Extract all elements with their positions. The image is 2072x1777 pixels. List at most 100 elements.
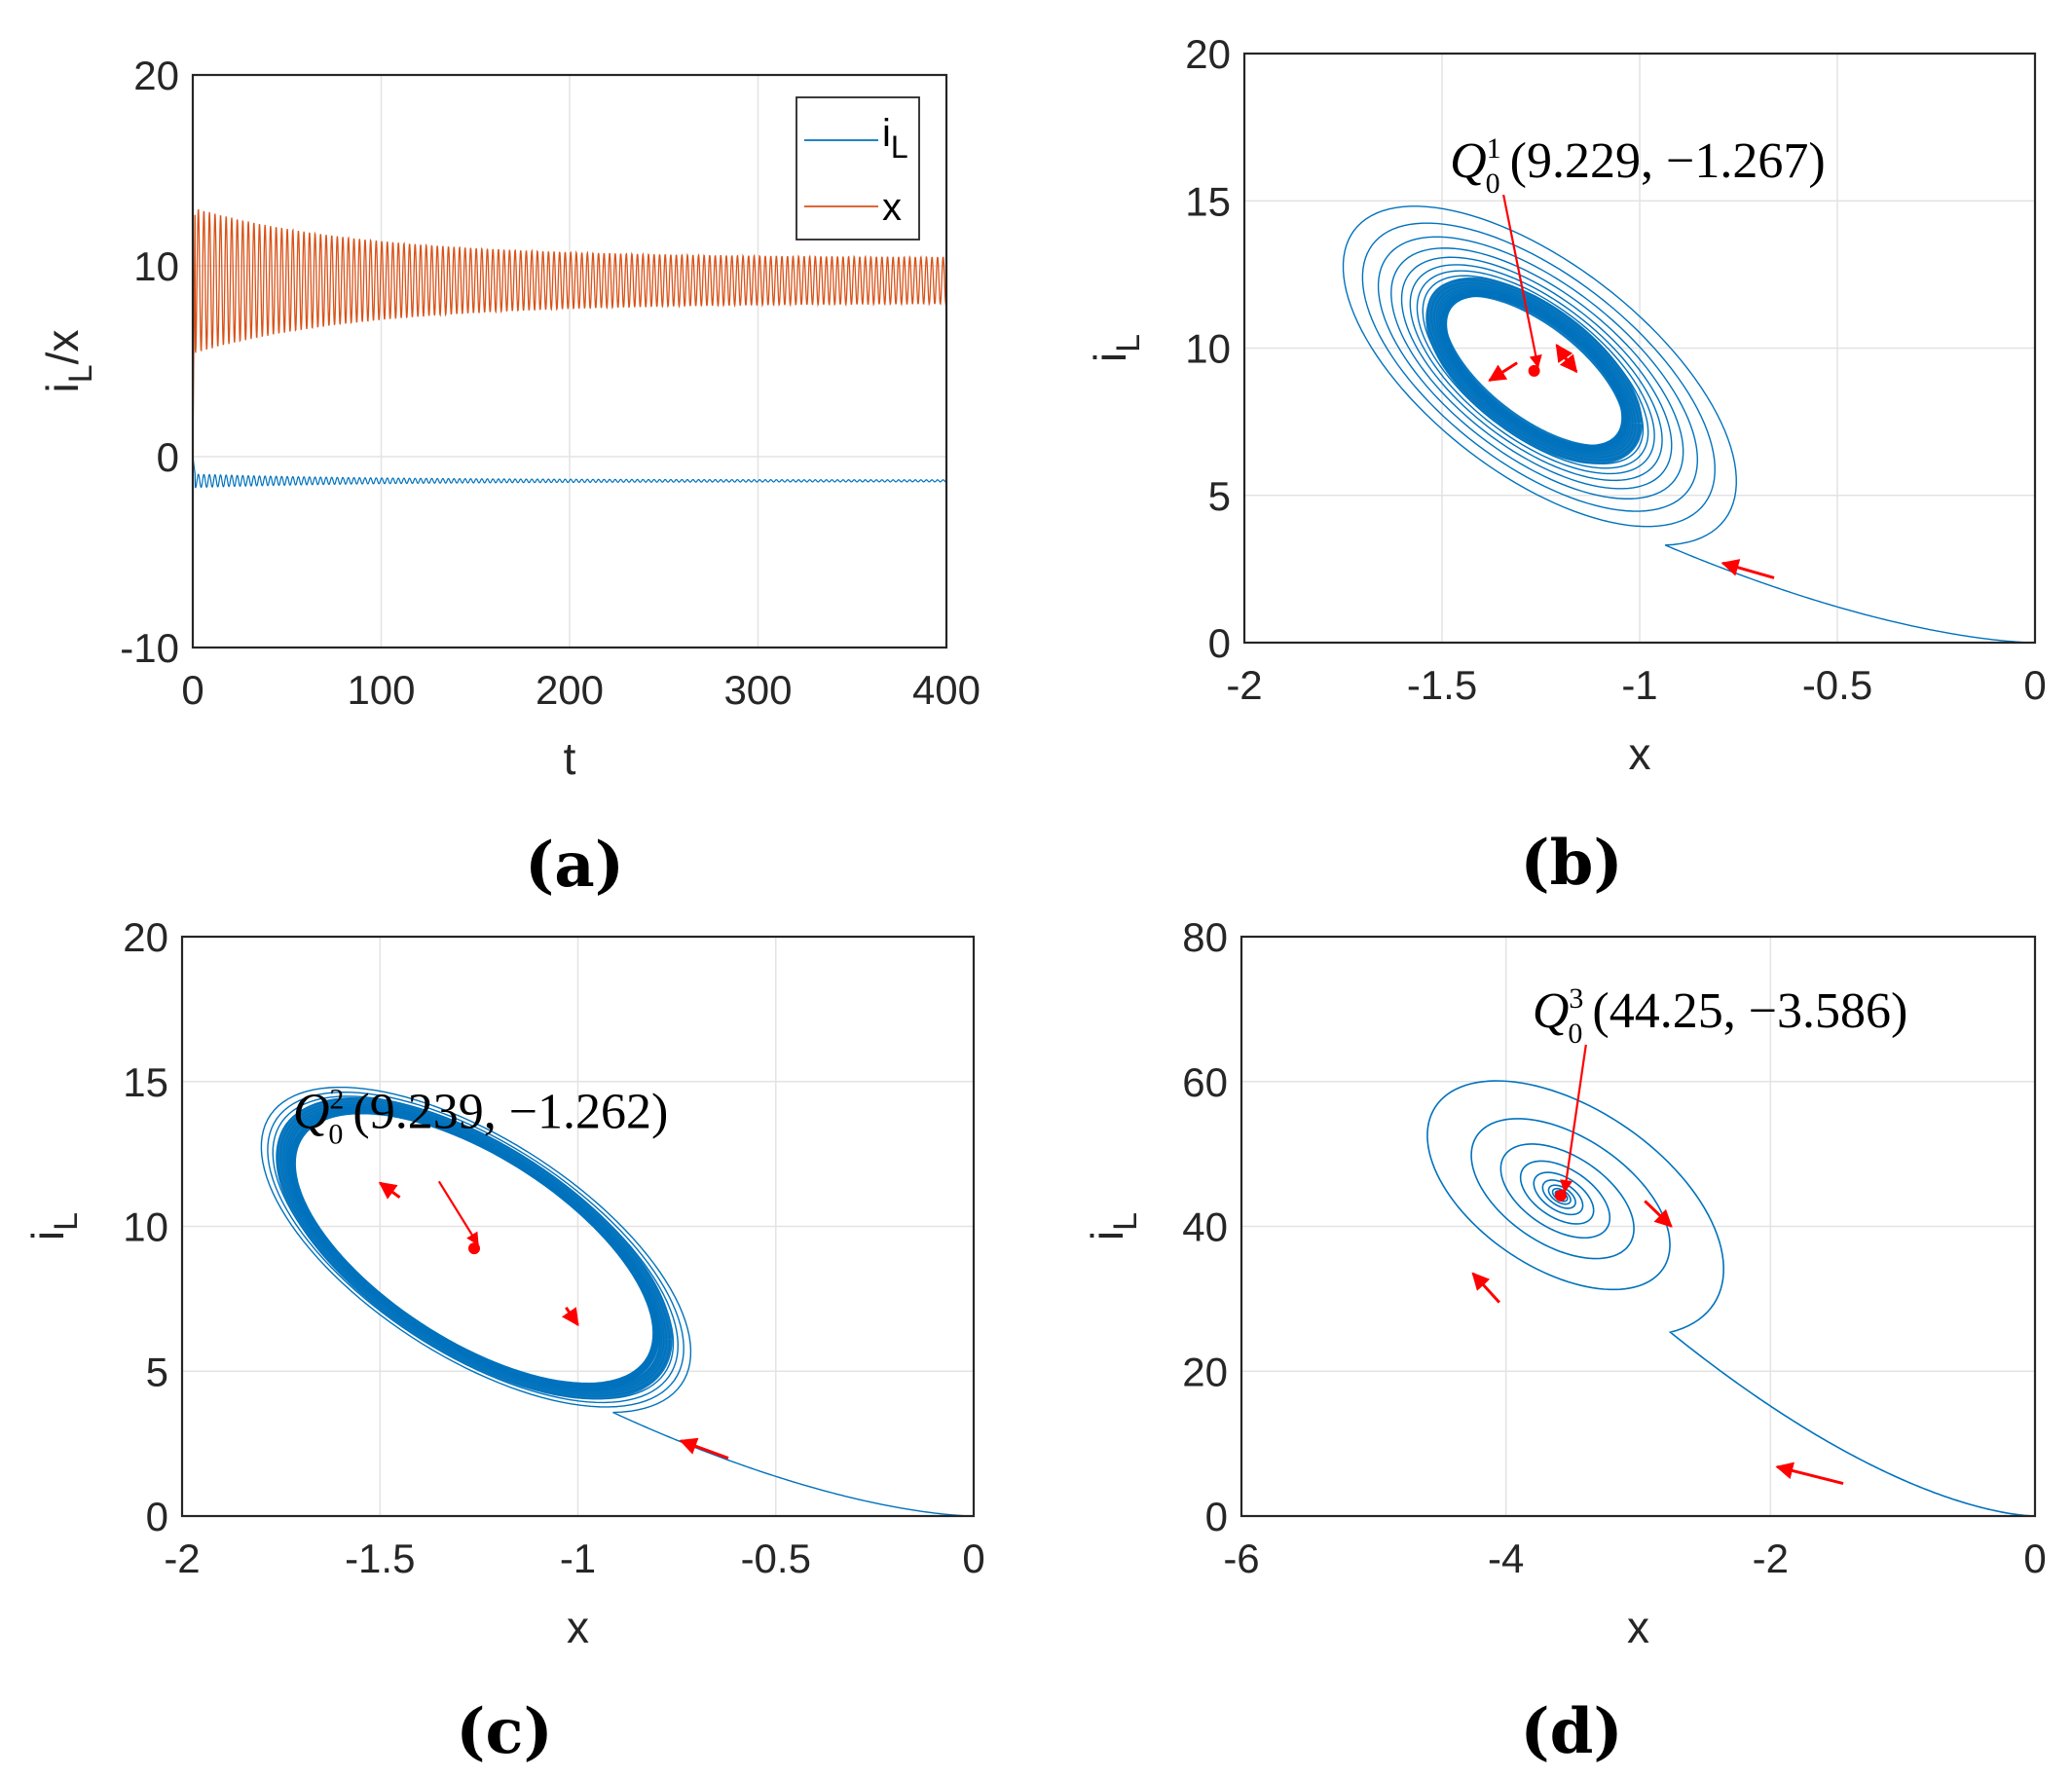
y-tick-label: 80: [1182, 914, 1228, 960]
panel-label: (a): [525, 829, 624, 902]
y-tick-label: -10: [120, 625, 179, 671]
plot-frame: [1240, 935, 2037, 1518]
x-axis-label: x: [1629, 728, 1651, 779]
direction-arrow: [1488, 361, 1518, 383]
x-tick-label: 0: [181, 667, 204, 713]
panel-label: (d): [1520, 1695, 1622, 1768]
chart-panel-b: Q1 0 (9.229, −1.267)-2 -1.5 -1 -0.5 005101520x…: [1085, 31, 2047, 900]
x-tick-labels: -6 -4 -2 0: [1223, 1536, 2046, 1581]
x-tick-label: -0.5: [1802, 662, 1872, 708]
x-tick-label: -1.5: [1407, 662, 1477, 708]
y-tick-label: 60: [1182, 1059, 1228, 1105]
x-tick-label: 0: [962, 1536, 984, 1581]
panel-label: (c): [456, 1695, 553, 1768]
y-tick-label: 0: [1208, 620, 1231, 666]
y-axis-label-sub: L: [48, 1212, 85, 1231]
annotation-coords: (9.229, −1.267): [1510, 133, 1826, 189]
y-tick-label: 10: [133, 243, 179, 289]
x-tick-label: -2: [1753, 1536, 1789, 1581]
trajectory-line: [1342, 205, 2036, 644]
y-tick-label: 20: [1182, 1349, 1228, 1394]
annotation-sup: 1: [1487, 132, 1501, 165]
y-tick-label: 10: [1185, 326, 1231, 372]
x-tick-label: 300: [723, 667, 792, 713]
y-axis-label-main: i: [1082, 1231, 1132, 1240]
annotation-sub: 0: [1486, 167, 1500, 200]
y-tick-label: 5: [146, 1349, 168, 1394]
y-axis-label: iL: [1082, 1212, 1144, 1240]
direction-arrow: [1644, 1200, 1673, 1228]
y-axis-label-sub: L: [1107, 1212, 1144, 1231]
annotation-sub: 0: [1568, 1018, 1582, 1050]
y-tick-label: 0: [1205, 1494, 1228, 1539]
series-x-line: [192, 208, 947, 458]
x-axis-label: x: [1627, 1602, 1649, 1652]
y-axis-label-main: i: [37, 383, 88, 392]
y-tick-label: 10: [123, 1204, 168, 1250]
series-iL-line: [192, 456, 947, 489]
legend-entry-x: x: [882, 186, 902, 229]
direction-arrow: [378, 1181, 401, 1200]
annotation-pointer: [437, 1180, 479, 1246]
y-tick-label: 0: [146, 1494, 168, 1539]
annotation-pointer: [1502, 194, 1542, 369]
y-axis-label: iL: [1085, 334, 1147, 362]
y-tick-label: 20: [123, 914, 168, 960]
x-tick-label: 100: [347, 667, 415, 713]
annotation-sup: 2: [329, 1083, 344, 1115]
x-tick-label: -1.5: [345, 1536, 415, 1581]
legend-entry-iL: iL: [882, 112, 908, 165]
x-tick-label: 200: [536, 667, 604, 713]
y-axis-label-main: i: [1085, 352, 1135, 362]
equilibrium-annotation: Q1 0 (9.229, −1.267): [1450, 132, 1826, 200]
annotation-sub: 0: [328, 1118, 343, 1150]
y-axis-label: iL/x: [37, 330, 99, 393]
y-tick-label: 20: [1185, 31, 1231, 77]
trajectory-line: [260, 1086, 975, 1517]
y-tick-labels: -10 0 10 20: [120, 53, 179, 671]
x-tick-label: -2: [1226, 662, 1262, 708]
y-axis-label: iL: [22, 1212, 85, 1240]
annotation-coords: (44.25, −3.586): [1592, 983, 1907, 1039]
y-axis-label-sub: L: [1110, 334, 1147, 352]
direction-arrow: [1471, 1272, 1500, 1304]
plot-frame: [1242, 52, 2037, 645]
direction-arrow: [1775, 1462, 1844, 1485]
x-tick-label: -2: [164, 1536, 200, 1581]
equilibrium-annotation: Q3 0 (44.25, −3.586): [1533, 982, 1908, 1050]
annotation-sup: 3: [1569, 982, 1583, 1015]
legend-box: [796, 96, 920, 241]
annotation-coords: (9.239, −1.262): [352, 1084, 668, 1139]
direction-arrow: [561, 1306, 579, 1327]
x-axis-label: t: [564, 733, 576, 784]
y-tick-label: 0: [157, 434, 179, 480]
trajectory-line: [1426, 1080, 2036, 1517]
x-axis-label: x: [567, 1602, 589, 1652]
plot-frame: [191, 73, 948, 649]
direction-arrow: [1720, 559, 1775, 579]
x-tick-label: -1: [1621, 662, 1657, 708]
annotation-symbol: Q: [293, 1084, 330, 1139]
y-tick-label: 15: [1185, 178, 1231, 224]
annotation-symbol: Q: [1533, 983, 1570, 1039]
y-tick-labels: 0 5 10 15 20: [123, 914, 168, 1539]
y-axis-label-main: i: [22, 1231, 73, 1240]
x-tick-label: -4: [1488, 1536, 1524, 1581]
chart-panel-c: Q2 0 (9.239, −1.262)-2 -1.5 -1 -0.5 005101520x…: [22, 914, 985, 1768]
x-tick-label: -0.5: [741, 1536, 811, 1581]
legend-entry-iL-sub: L: [891, 130, 908, 165]
annotation-symbol: Q: [1450, 133, 1487, 189]
y-axis-label-sub: L: [62, 364, 99, 383]
x-tick-labels: -2 -1.5 -1 -0.5 0: [164, 1536, 984, 1581]
x-tick-label: 400: [912, 667, 980, 713]
limit-cycle-band: [1425, 277, 1643, 464]
x-tick-labels: 0 100 200 300 400: [181, 667, 980, 713]
direction-arrow: [1555, 343, 1573, 364]
y-tick-label: 40: [1182, 1204, 1228, 1250]
x-tick-label: 0: [2023, 662, 2046, 708]
direction-arrow: [679, 1437, 729, 1460]
series-group: [192, 208, 947, 489]
